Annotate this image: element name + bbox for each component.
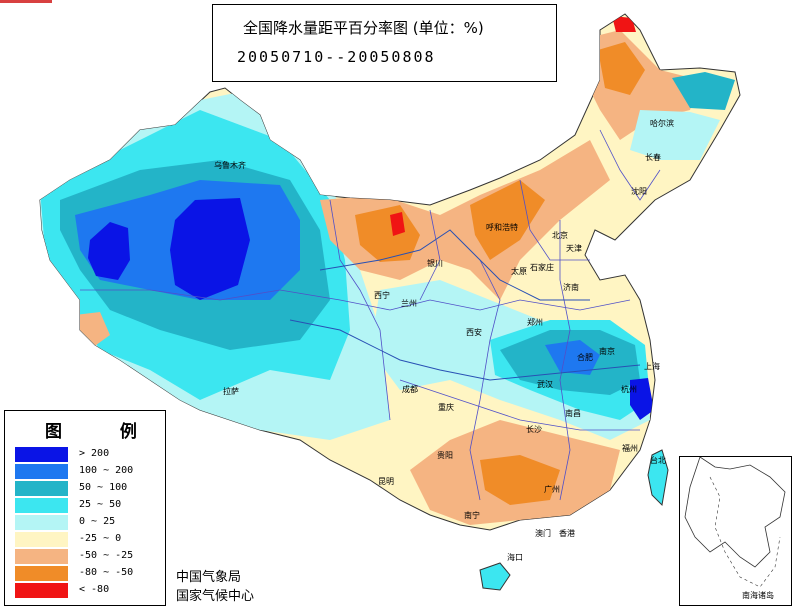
zone-gt200-north-xinjiang [170,198,250,300]
city-label-tianjin: 天津 [566,244,582,253]
legend-swatch [15,481,68,496]
city-label-macau: 澳门 [535,529,551,538]
city-label-lhasa: 拉萨 [223,387,239,396]
city-label-hangzhou: 杭州 [621,385,637,394]
inset-boundary [709,476,781,588]
legend-label: > 200 [79,448,110,459]
city-label-xian: 西安 [466,328,482,337]
map-title: 全国降水量距平百分率图 (单位：%) [243,19,484,37]
taiwan-island [647,449,669,507]
legend-item: -25 ~ 0 [15,532,165,547]
city-label-lanzhou: 兰州 [401,299,417,308]
city-label-hohhot: 呼和浩特 [486,223,518,232]
zone-neg50-neg80-northeast [598,42,645,95]
city-label-hongkong: 香港 [559,529,575,538]
legend-label: -80 ~ -50 [79,567,134,578]
city-label-chongqing: 重庆 [438,403,454,412]
city-label-taipei: 台北 [650,456,666,465]
city-label-chengdu: 成都 [402,385,418,394]
city-label-shenyang: 沈阳 [631,187,647,196]
inset-coastline [684,456,786,568]
city-label-harbin: 哈尔滨 [650,119,674,128]
legend-swatch [15,464,68,479]
city-label-wuhan: 武汉 [537,380,553,389]
legend-label: -50 ~ -25 [79,550,134,561]
legend-label: 25 ~ 50 [79,499,122,510]
zone-gt200-west-xinjiang [88,222,130,280]
zone-50-100-northeast [672,72,735,110]
legend-item: 50 ~ 100 [15,481,165,496]
city-label-yinchuan: 银川 [427,259,443,268]
agency-cma: 中国气象局 [176,570,242,585]
city-label-hefei: 合肥 [577,353,593,362]
legend-label: -25 ~ 0 [79,533,122,544]
zone-neg50-neg80-north [355,205,420,262]
legend-item: > 200 [15,447,165,462]
zone-gt200-zhejiang [630,378,654,420]
legend-item: 0 ~ 25 [15,515,165,530]
legend-label: < -80 [79,584,110,595]
zone-neg50-neg80-inner-mongolia [470,180,545,260]
legend-swatch [15,532,68,547]
corner-logo-mark [0,0,52,3]
title-box: 全国降水量距平百分率图 (单位：%) 20050710--20050808 [212,4,557,82]
legend-swatch [15,549,68,564]
city-label-zhengzhou: 郑州 [527,318,543,327]
city-label-kunming: 昆明 [378,477,394,486]
city-label-nanchang: 南昌 [565,409,581,418]
city-label-nanjing: 南京 [599,347,615,356]
province-borders [80,129,661,501]
city-label-taiyuan: 太原 [511,267,527,276]
city-label-changchun: 长春 [645,153,661,162]
legend-item: -50 ~ -25 [15,549,165,564]
city-label-fuzhou: 福州 [622,444,638,453]
city-label-beijing: 北京 [552,231,568,240]
zone-neg50-neg80-south [480,455,560,505]
legend-item: < -80 [15,583,165,598]
legend-label: 50 ~ 100 [79,482,128,493]
zone-neg80-north [390,212,405,236]
legend-swatch [15,566,68,581]
legend-title: 图 例 [45,422,163,442]
legend-swatch [15,498,68,513]
legend-label: 100 ~ 200 [79,465,134,476]
city-label-xining: 西宁 [374,291,390,300]
legend-item: -80 ~ -50 [15,566,165,581]
legend: 图 例 > 200 100 ~ 200 50 ~ 100 25 ~ 50 0 ~… [4,410,166,606]
city-label-haikou: 海口 [507,553,523,562]
city-label-guiyang: 贵阳 [437,451,453,460]
south-china-sea-inset: 南海诸岛 [679,456,792,606]
city-label-urumqi: 乌鲁木齐 [214,161,246,170]
legend-item: 25 ~ 50 [15,498,165,513]
inset-map [684,456,786,588]
city-label-shanghai: 上海 [644,362,660,371]
zone-neg80-northeast [612,16,636,32]
hainan-island [479,562,511,591]
legend-swatch [15,583,68,598]
city-label-changsha: 长沙 [526,425,542,434]
legend-swatch [15,515,68,530]
legend-item: 100 ~ 200 [15,464,165,479]
legend-label: 0 ~ 25 [79,516,116,527]
city-label-jinan: 济南 [563,283,579,292]
agency-ncc: 国家气候中心 [176,589,255,604]
rivers [289,229,641,381]
zone-0-25-northeast [630,110,720,160]
date-range: 20050710--20050808 [237,48,436,66]
city-label-nanning: 南宁 [464,511,480,520]
inset-label: 南海诸岛 [742,591,774,600]
legend-swatch [15,447,68,462]
city-label-shijiazhuang: 石家庄 [530,263,554,272]
zone-100-200-east [545,340,600,375]
city-label-guangzhou: 广州 [544,485,560,494]
